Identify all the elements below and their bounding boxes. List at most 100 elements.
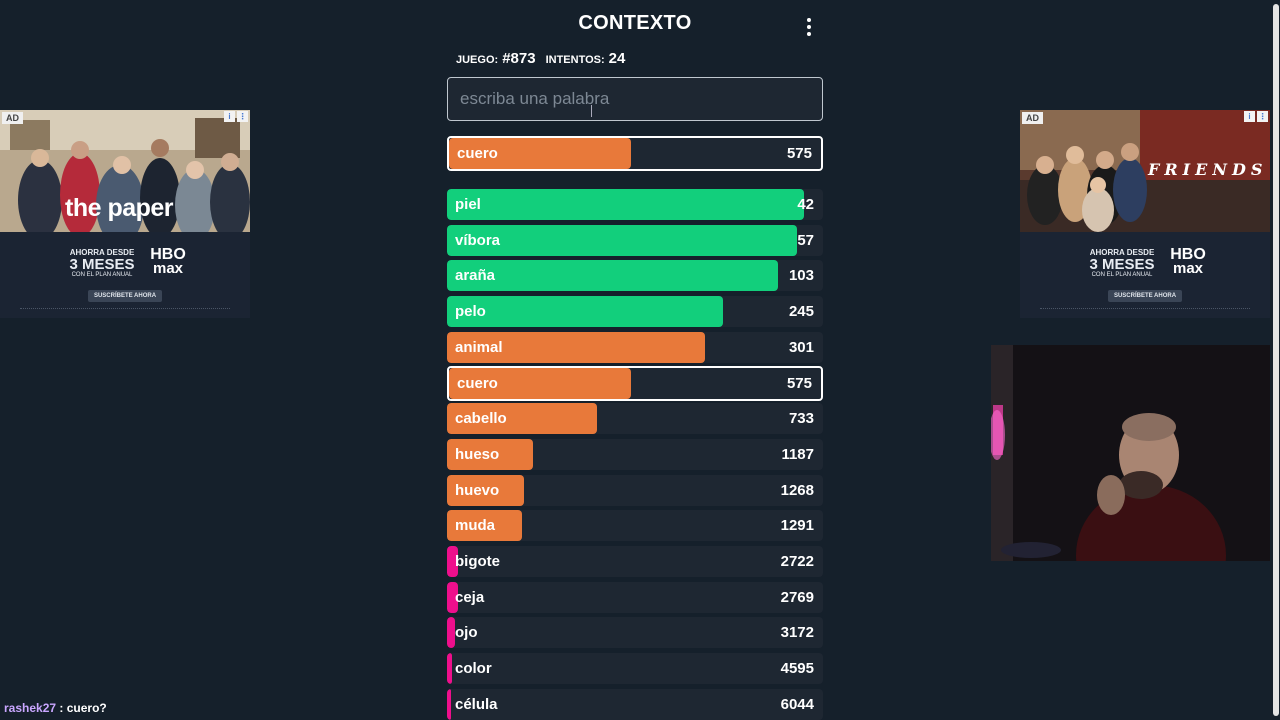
guess-similarity-bar xyxy=(447,331,705,363)
guess-word: piel xyxy=(455,196,481,213)
hbo-max-logo: HBO max xyxy=(1166,246,1210,277)
guess-similarity-bar xyxy=(447,296,724,328)
ad-left-info-icons[interactable]: i ⋮ xyxy=(224,111,248,122)
logo-line2: max xyxy=(152,260,184,277)
ad-right-cta-button[interactable]: SUSCRÍBETE AHORA xyxy=(1108,290,1182,302)
promo-line3: CON EL PLAN ANUAL xyxy=(1091,272,1153,278)
guess-row: muda 1291 xyxy=(447,510,823,542)
last-guess-row: cuero 575 xyxy=(447,136,823,171)
guess-similarity-bar xyxy=(447,546,459,577)
guess-similarity-bar xyxy=(447,581,458,613)
chat-message: rashek27 : cuero? xyxy=(4,701,107,715)
ad-right-badge: AD xyxy=(1022,112,1043,124)
last-guess-bar xyxy=(449,138,632,169)
ad-info-icon[interactable]: i xyxy=(1244,111,1255,122)
guess-row: piel 42 xyxy=(447,189,823,220)
guess-row: color 4595 xyxy=(447,653,823,685)
ad-left-badge: AD xyxy=(2,112,23,124)
chat-username: rashek27 xyxy=(4,701,57,715)
guess-similarity-bar xyxy=(449,367,632,399)
guess-word: hueso xyxy=(455,445,500,463)
text-cursor-icon xyxy=(591,105,595,117)
page-title: CONTEXTO xyxy=(578,12,692,34)
guess-distance: 1291 xyxy=(780,517,814,535)
game-info: JUEGO: #873 INTENTOS: 24 xyxy=(456,50,625,67)
guess-distance: 575 xyxy=(786,374,812,392)
ad-close-icon[interactable]: ⋮ xyxy=(237,111,248,122)
attempts-count: 24 xyxy=(608,50,626,67)
guess-similarity-bar xyxy=(447,474,525,506)
game-number: #873 xyxy=(502,50,536,67)
ad-left-photo xyxy=(0,110,250,232)
promo-line2: 3 MESES xyxy=(69,256,135,273)
guess-row: huevo 1268 xyxy=(447,474,823,506)
webcam-overlay xyxy=(991,345,1280,561)
ad-right-promo xyxy=(1020,232,1270,318)
ad-close-icon[interactable]: ⋮ xyxy=(1257,111,1268,122)
guess-word: animal xyxy=(455,338,503,356)
guess-word: color xyxy=(455,660,492,678)
guess-row: cuero 575 xyxy=(447,365,823,401)
ad-left-fine-print xyxy=(20,308,230,313)
guess-similarity-bar xyxy=(447,224,797,256)
promo-line3: CON EL PLAN ANUAL xyxy=(71,272,133,278)
guess-word: cuero xyxy=(457,374,498,392)
guess-word: araña xyxy=(455,267,496,285)
logo-line1: HBO xyxy=(1170,246,1206,263)
guess-row: araña 103 xyxy=(447,260,823,292)
guess-distance: 6044 xyxy=(780,695,814,713)
guess-word: ojo xyxy=(455,624,478,642)
guess-word: huevo xyxy=(455,481,500,499)
guess-distance: 2722 xyxy=(780,553,814,570)
guess-word: cabello xyxy=(455,410,507,428)
guess-word: pelo xyxy=(455,303,486,321)
ad-left[interactable]: AD i ⋮ the paper AHORRA DESDE 3 MESES CON… xyxy=(0,110,250,318)
last-guess-word: cuero xyxy=(457,145,498,162)
word-input[interactable] xyxy=(447,77,823,121)
promo-line1: AHORRA DESDE xyxy=(69,248,135,257)
guess-row: hueso 1187 xyxy=(447,438,823,470)
guess-similarity-bar xyxy=(447,438,534,470)
guess-word: víbora xyxy=(455,231,501,249)
ad-info-icon[interactable]: i xyxy=(224,111,235,122)
more-menu-icon[interactable] xyxy=(798,14,820,40)
ad-left-promo-text: AHORRA DESDE 3 MESES CON EL PLAN ANUAL xyxy=(62,248,142,278)
guess-distance: 42 xyxy=(797,196,814,213)
ad-left-promo xyxy=(0,232,250,318)
guess-distance: 1187 xyxy=(781,445,814,463)
ad-right[interactable]: AD i ⋮ FRIENDS AHORRA DESDE 3 MESES CON E… xyxy=(1020,110,1270,318)
ad-left-title: the paper xyxy=(65,194,174,222)
ad-right-fine-print xyxy=(1040,308,1250,313)
scrollbar[interactable] xyxy=(1270,0,1280,720)
guess-row: víbora 57 xyxy=(447,224,823,256)
guess-distance: 733 xyxy=(788,410,814,428)
ad-right-promo-text: AHORRA DESDE 3 MESES CON EL PLAN ANUAL xyxy=(1082,248,1162,278)
guess-similarity-bar xyxy=(447,403,598,435)
ad-left-cta-button[interactable]: SUSCRÍBETE AHORA xyxy=(88,290,162,302)
logo-line2: max xyxy=(1172,260,1204,277)
scrollbar-thumb[interactable] xyxy=(1273,4,1279,716)
guess-distance: 1268 xyxy=(780,481,814,499)
guess-distance: 4595 xyxy=(780,660,814,678)
guess-similarity-bar xyxy=(447,617,455,649)
webcam-image xyxy=(991,345,1280,561)
guess-row: pelo 245 xyxy=(447,296,823,328)
ad-right-info-icons[interactable]: i ⋮ xyxy=(1244,111,1268,122)
guess-distance: 103 xyxy=(788,267,814,285)
ad-right-title: FRIENDS xyxy=(1148,160,1268,179)
guess-word: célula xyxy=(455,695,498,713)
guess-row: animal 301 xyxy=(447,331,823,363)
game-label: JUEGO: xyxy=(456,54,499,66)
guess-word: ceja xyxy=(455,588,485,606)
hbo-max-logo: HBO max xyxy=(146,247,190,277)
guess-row: bigote 2722 xyxy=(447,546,823,577)
guess-word: bigote xyxy=(455,553,500,570)
attempts-label: INTENTOS: xyxy=(545,54,605,66)
guess-row: cabello 733 xyxy=(447,403,823,435)
last-guess-distance: 575 xyxy=(786,145,812,162)
guess-row: ojo 3172 xyxy=(447,617,823,649)
guess-similarity-bar xyxy=(447,510,523,542)
promo-line1: AHORRA DESDE xyxy=(1089,248,1155,257)
guess-word: muda xyxy=(455,517,496,535)
guess-similarity-bar xyxy=(447,189,805,220)
